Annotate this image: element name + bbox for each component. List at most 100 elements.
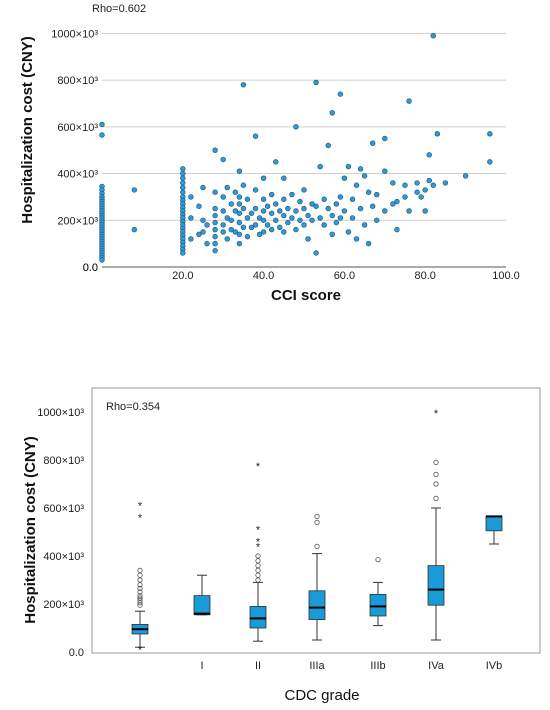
scatter-point <box>232 229 239 235</box>
scatter-point <box>333 201 340 207</box>
scatter-point <box>365 189 372 195</box>
box-outlier-circle <box>314 543 320 550</box>
box-outlier-circle <box>137 585 143 592</box>
scatter-point <box>281 212 287 219</box>
box-x-tick-label: IVb <box>486 660 503 672</box>
scatter-point <box>309 217 315 223</box>
scatter-point <box>345 229 352 235</box>
box-outlier-circle <box>137 572 143 578</box>
box-outlier-circle <box>255 553 261 559</box>
scatter-point <box>244 196 251 202</box>
scatter-point <box>232 208 239 214</box>
scatter-point <box>341 175 348 181</box>
scatter-point <box>297 198 303 205</box>
scatter-point <box>256 215 263 221</box>
scatter-point <box>394 226 400 233</box>
scatter-point <box>349 196 356 202</box>
scatter-point <box>442 180 449 186</box>
scatter-point <box>402 182 408 188</box>
scatter-point <box>325 142 331 149</box>
scatter-x-tick-label: 80.0 <box>414 270 435 282</box>
scatter-point <box>281 229 287 235</box>
scatter-point <box>180 180 186 186</box>
scatter-y-axis-title: Hospitalization cost (CNY) <box>19 36 36 224</box>
scatter-point <box>212 189 218 195</box>
box-x-tick-label: II <box>255 660 261 672</box>
scatter-point <box>188 215 194 221</box>
box-iqr <box>249 606 267 629</box>
scatter-point <box>260 208 267 214</box>
scatter-point <box>402 194 408 200</box>
scatter-point <box>374 217 380 223</box>
scatter-points <box>99 32 493 263</box>
scatter-x-tick-label: 20.0 <box>172 270 193 282</box>
scatter-point <box>204 240 210 247</box>
box-x-tick-label: I <box>200 660 203 672</box>
scatter-point <box>220 222 226 228</box>
scatter-point <box>232 189 239 195</box>
scatter-y-ticks: 0.0 200×10³ 400×10³ 600×10³ 800×10³ 1000×10³ <box>51 28 98 274</box>
scatter-point <box>236 194 243 200</box>
scatter-point <box>309 201 315 207</box>
box-x-tick-label: IVa <box>428 660 445 672</box>
scatter-point <box>268 226 275 233</box>
box-plot-frame <box>91 387 541 654</box>
box-y-ticks: 0.0 200×10³ 400×10³ 600×10³ 800×10³ 1000×10³ <box>37 407 84 659</box>
scatter-point <box>252 187 259 193</box>
scatter-point <box>293 208 299 214</box>
scatter-point <box>236 240 243 247</box>
scatter-point <box>434 131 441 137</box>
box-x-tick-label: IIIa <box>309 660 325 672</box>
scatter-point <box>414 180 420 186</box>
scatter-point <box>200 217 206 223</box>
scatter-point <box>236 168 243 174</box>
box-outlier-circle <box>137 592 143 599</box>
scatter-point <box>337 194 344 200</box>
scatter-point <box>406 98 412 104</box>
scatter-point <box>487 159 493 165</box>
box-outlier-star: * <box>256 461 261 473</box>
scatter-point <box>252 222 259 228</box>
scatter-x-tick-label: 60.0 <box>334 270 355 282</box>
scatter-point <box>293 124 299 130</box>
scatter-point <box>220 194 226 200</box>
scatter-point <box>418 194 424 200</box>
box-outlier-circle <box>137 597 143 604</box>
box-outlier-star: * <box>434 408 439 420</box>
scatter-point <box>248 224 255 230</box>
scatter-point <box>252 205 259 212</box>
scatter-point <box>240 182 247 188</box>
box-outlier-circle <box>255 572 261 578</box>
scatter-point <box>414 189 420 195</box>
scatter-point <box>212 226 218 233</box>
scatter-point <box>394 198 400 205</box>
scatter-point <box>285 219 291 226</box>
scatter-point <box>264 222 271 228</box>
box-outlier-star: * <box>256 525 261 537</box>
scatter-point <box>260 196 267 202</box>
scatter-point <box>305 212 311 219</box>
scatter-point <box>260 217 267 223</box>
box-outlier-star: * <box>138 513 143 525</box>
scatter-point <box>212 247 218 254</box>
box-y-tick-label: 0.0 <box>69 647 84 659</box>
scatter-point <box>236 231 243 237</box>
box-outlier-circle <box>433 471 439 477</box>
scatter-point <box>180 184 186 191</box>
scatter-point <box>329 212 335 219</box>
scatter-point <box>329 231 335 237</box>
scatter-point <box>337 91 344 97</box>
scatter-point <box>224 215 230 221</box>
scatter-point <box>228 217 234 223</box>
scatter-y-tick-label: 0.0 <box>83 262 98 274</box>
box-x-tick-label: IIIb <box>370 660 385 672</box>
box-outlier-circle <box>137 589 143 595</box>
scatter-x-tick-label: 100.0 <box>492 270 520 282</box>
scatter-point <box>281 175 287 181</box>
scatter-point <box>313 250 319 256</box>
scatter-point <box>329 110 335 116</box>
scatter-rho-annotation: Rho=0.602 <box>92 3 146 15</box>
scatter-point <box>224 184 230 191</box>
scatter-point <box>361 173 368 179</box>
scatter-point <box>240 224 247 230</box>
